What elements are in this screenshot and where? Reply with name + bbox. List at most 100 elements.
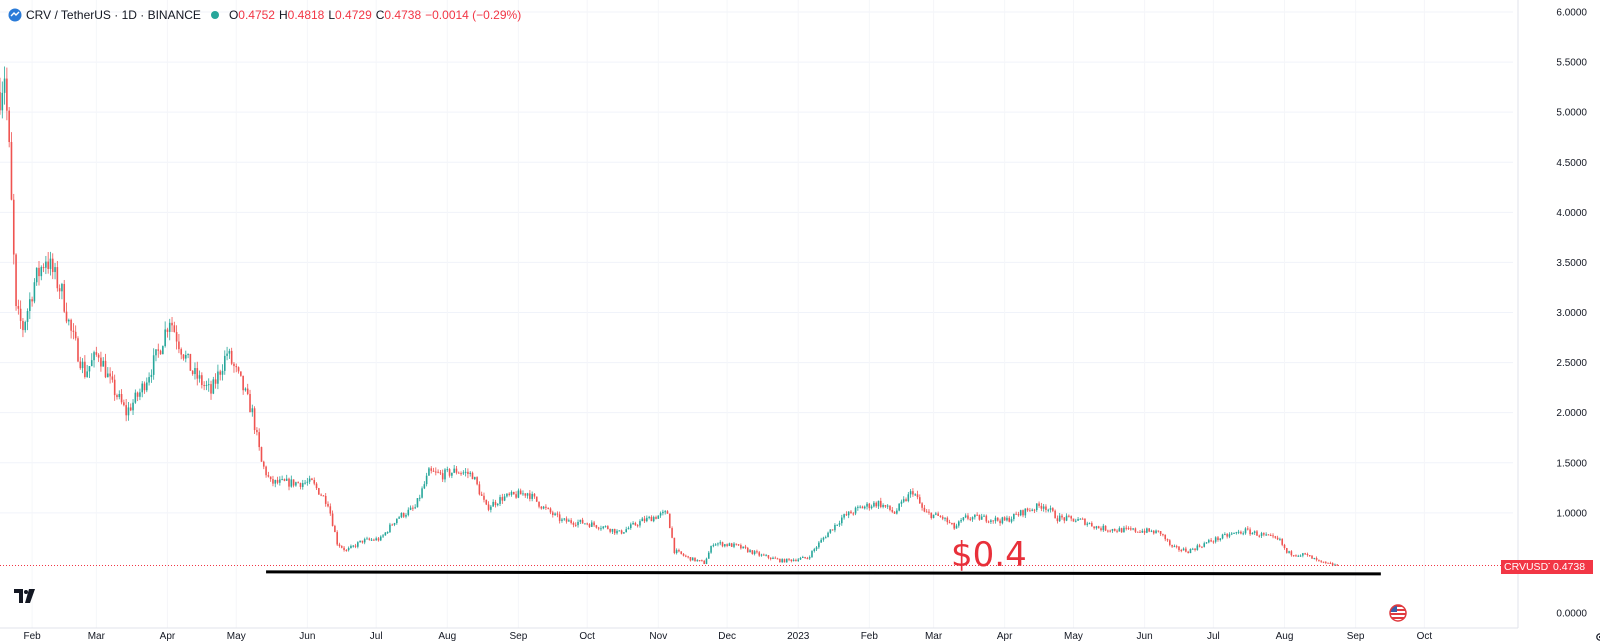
candle-up[interactable] — [1203, 541, 1206, 548]
candle-up[interactable] — [1228, 532, 1231, 539]
candle-down[interactable] — [769, 557, 772, 561]
candle-down[interactable] — [643, 515, 646, 523]
candle-up[interactable] — [1173, 544, 1176, 548]
candle-down[interactable] — [448, 468, 451, 478]
candle-down[interactable] — [1003, 516, 1006, 521]
candle-up[interactable] — [414, 504, 416, 510]
candle-up[interactable] — [707, 550, 710, 559]
candle-down[interactable] — [267, 471, 270, 478]
candle-down[interactable] — [746, 546, 749, 553]
candle-up[interactable] — [590, 520, 593, 528]
candle-up[interactable] — [641, 517, 644, 522]
candle-down[interactable] — [790, 559, 793, 563]
candle-down[interactable] — [735, 543, 738, 546]
candle-up[interactable] — [882, 503, 884, 509]
candle-down[interactable] — [701, 559, 703, 562]
candle-down[interactable] — [891, 506, 894, 514]
candle-down[interactable] — [210, 380, 212, 400]
candle-down[interactable] — [861, 505, 864, 509]
candle-down[interactable] — [751, 550, 754, 555]
candle-down[interactable] — [12, 193, 15, 265]
candle-up[interactable] — [902, 496, 905, 504]
candle-up[interactable] — [1065, 513, 1068, 522]
us-flag-icon[interactable] — [1389, 604, 1407, 622]
candle-down[interactable] — [946, 516, 949, 525]
candle-down[interactable] — [987, 520, 990, 524]
candle-up[interactable] — [873, 501, 875, 508]
candle-up[interactable] — [618, 530, 621, 532]
candle-down[interactable] — [1143, 528, 1146, 535]
candle-up[interactable] — [416, 498, 419, 508]
candle-down[interactable] — [996, 517, 999, 522]
candle-down[interactable] — [441, 469, 444, 483]
candle-up[interactable] — [896, 508, 898, 515]
candle-up[interactable] — [1260, 531, 1263, 538]
candle-down[interactable] — [334, 524, 336, 533]
candle-down[interactable] — [923, 504, 926, 513]
candle-down[interactable] — [79, 356, 82, 370]
candle-down[interactable] — [806, 556, 809, 560]
candle-up[interactable] — [955, 523, 958, 529]
candle-down[interactable] — [666, 510, 669, 514]
candle-up[interactable] — [281, 475, 283, 481]
candle-down[interactable] — [455, 465, 458, 475]
candle-down[interactable] — [104, 353, 107, 379]
candle-down[interactable] — [905, 497, 907, 502]
candle-down[interactable] — [189, 353, 192, 371]
candle-up[interactable] — [155, 349, 157, 362]
candle-down[interactable] — [558, 511, 561, 524]
candle-down[interactable] — [1052, 507, 1054, 513]
candle-down[interactable] — [1269, 533, 1272, 537]
candle-down[interactable] — [483, 492, 485, 503]
candle-down[interactable] — [636, 524, 639, 528]
candle-down[interactable] — [953, 522, 956, 530]
candle-up[interactable] — [1013, 513, 1015, 522]
candle-up[interactable] — [357, 541, 359, 549]
candle-up[interactable] — [712, 543, 715, 548]
candle-up[interactable] — [980, 513, 983, 520]
candle-up[interactable] — [990, 519, 992, 524]
candle-up[interactable] — [90, 353, 93, 367]
candle-down[interactable] — [58, 284, 61, 299]
candle-up[interactable] — [40, 265, 43, 281]
candle-up[interactable] — [616, 529, 618, 535]
candle-down[interactable] — [338, 542, 341, 548]
candle-down[interactable] — [948, 519, 951, 524]
candle-up[interactable] — [93, 350, 95, 368]
candle-down[interactable] — [925, 509, 928, 513]
candle-down[interactable] — [852, 511, 855, 516]
candle-down[interactable] — [999, 518, 1001, 526]
candle-up[interactable] — [1079, 518, 1082, 520]
candle-down[interactable] — [1295, 554, 1297, 557]
candle-up[interactable] — [742, 546, 744, 549]
candle-down[interactable] — [100, 351, 102, 372]
candle-up[interactable] — [836, 524, 839, 526]
candle-down[interactable] — [1258, 534, 1261, 538]
candle-up[interactable] — [393, 522, 396, 527]
candle-down[interactable] — [545, 504, 547, 511]
candle-down[interactable] — [1063, 517, 1066, 524]
candle-up[interactable] — [490, 504, 492, 513]
candle-up[interactable] — [710, 545, 712, 554]
candle-down[interactable] — [15, 253, 17, 311]
candle-up[interactable] — [389, 522, 391, 534]
candle-down[interactable] — [166, 327, 169, 338]
candle-up[interactable] — [662, 509, 664, 516]
candle-down[interactable] — [322, 495, 325, 497]
candle-up[interactable] — [168, 318, 171, 341]
candle-up[interactable] — [935, 511, 937, 516]
candle-up[interactable] — [827, 531, 829, 538]
candle-down[interactable] — [318, 487, 320, 495]
candle-down[interactable] — [1187, 550, 1189, 554]
candle-down[interactable] — [1318, 559, 1320, 562]
candle-up[interactable] — [474, 476, 476, 481]
candle-up[interactable] — [184, 350, 187, 363]
candle-up[interactable] — [1132, 528, 1134, 531]
candle-up[interactable] — [838, 520, 841, 527]
candle-down[interactable] — [1272, 533, 1274, 539]
candle-down[interactable] — [1285, 547, 1288, 554]
candle-down[interactable] — [519, 488, 522, 495]
time-axis[interactable]: Feb Mar Apr May Jun Jul Aug Sep Oct Nov Dec 2023 Feb… — [0, 627, 1518, 642]
candle-down[interactable] — [795, 558, 797, 562]
candle-up[interactable] — [306, 477, 309, 486]
